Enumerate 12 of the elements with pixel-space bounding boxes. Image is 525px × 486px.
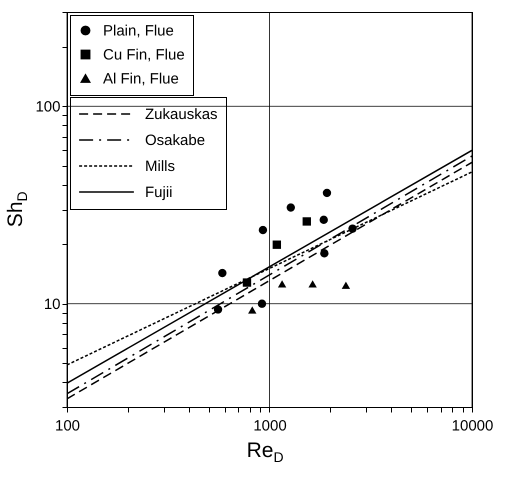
legend-label: Mills: [145, 158, 175, 175]
legend-label: Zukauskas: [145, 106, 218, 123]
legend-label: Al Fin, Flue: [103, 70, 179, 88]
legend-label: Osakabe: [145, 132, 206, 149]
y-axis-title: ShD: [4, 191, 30, 228]
x-tick-label: 100: [54, 418, 80, 434]
x-tick-label: 1000: [253, 418, 287, 434]
legend-label: Fujii: [145, 184, 173, 201]
legend-label: Plain, Flue: [103, 22, 174, 40]
legend-label: Cu Fin, Flue: [103, 46, 185, 64]
y-tick-label: 10: [44, 296, 60, 314]
x-tick-label: 10000: [452, 418, 494, 434]
